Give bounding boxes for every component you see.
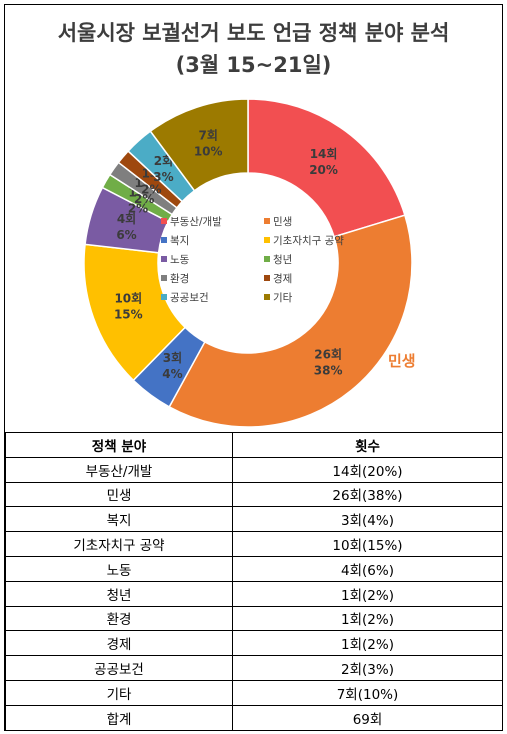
cell-policy-area: 노동 xyxy=(5,555,233,582)
cell-policy-area: 환경 xyxy=(5,605,233,632)
donut-chart: 14회20%26회38%3회4%10회15%4회6%1회2%1회2%1회2%2회… xyxy=(83,98,416,428)
legend-swatch xyxy=(264,256,270,262)
chart-title: 서울시장 보궐선거 보도 언급 정책 분야 분석 xyxy=(57,21,450,45)
slice-count-label: 3회 xyxy=(163,350,182,365)
table-row: 합계 69회 xyxy=(5,704,503,731)
policy-table: 정책 분야 횟수 부동산/개발 14회(20%) 민생 26회(38%) 복지 3회(4%… xyxy=(5,432,503,731)
table-row: 복지 3회(4%) xyxy=(5,506,503,533)
slice-9 xyxy=(149,98,249,192)
legend-entry: 공공보건 xyxy=(170,292,209,304)
legend-entry: 복지 xyxy=(170,235,189,247)
cell-count: 1회(2%) xyxy=(232,580,503,607)
cell-policy-area: 청년 xyxy=(5,580,233,607)
slice-pct-label: 38% xyxy=(314,364,343,378)
slice-pct-label: 2% xyxy=(128,202,148,216)
cell-policy-area: 경제 xyxy=(5,630,233,657)
slice-count-label: 4회 xyxy=(117,211,136,226)
slice-pct-label: 20% xyxy=(309,163,338,177)
slice-count-label: 7회 xyxy=(199,127,218,142)
table-row: 경제 1회(2%) xyxy=(5,630,503,657)
slice-pct-label: 15% xyxy=(114,308,143,322)
cell-policy-area: 공공보건 xyxy=(5,655,233,681)
slice-pct-label: 4% xyxy=(162,367,182,381)
table-row: 부동산/개발 14회(20%) xyxy=(5,456,503,483)
legend-swatch xyxy=(161,294,167,300)
slice-count-label: 10회 xyxy=(114,291,142,306)
table-row: 공공보건 2회(3%) xyxy=(5,655,503,681)
legend-swatch xyxy=(264,275,270,281)
legend-entry: 청년 xyxy=(273,254,292,266)
slice-pct-label: 2% xyxy=(134,192,154,206)
slice-count-label: 26회 xyxy=(314,347,342,362)
cell-count: 3회(4%) xyxy=(232,506,503,533)
cell-policy-area: 민생 xyxy=(5,481,233,508)
cell-policy-area: 부동산/개발 xyxy=(5,456,233,483)
slice-count-label: 14회 xyxy=(310,146,338,161)
legend-entry: 노동 xyxy=(170,254,190,266)
table-row: 환경 1회(2%) xyxy=(5,605,503,632)
table-row: 기초자치구 공약 10회(15%) xyxy=(5,531,503,557)
cell-count: 1회(2%) xyxy=(232,605,503,632)
legend-entry: 부동산/개발 xyxy=(170,216,222,228)
cell-count: 26회(38%) xyxy=(232,481,503,508)
table-header-row: 정책 분야 횟수 xyxy=(5,432,503,458)
chart-subtitle: (3월 15~21일) xyxy=(175,53,332,77)
legend-entry: 기타 xyxy=(273,292,293,304)
legend-entry: 기초자치구 공약 xyxy=(273,235,344,247)
slice-pct-label: 6% xyxy=(116,228,136,242)
header-policy-area: 정책 분야 xyxy=(5,432,233,458)
legend-swatch xyxy=(161,218,167,224)
cell-count: 1회(2%) xyxy=(232,630,503,657)
slice-0 xyxy=(247,98,406,238)
table-row: 기타 7회(10%) xyxy=(5,679,503,706)
cell-count: 14회(20%) xyxy=(232,456,503,483)
table-row: 노동 4회(6%) xyxy=(5,555,503,582)
legend-swatch xyxy=(264,237,270,243)
slice-count-label: 2회 xyxy=(154,153,173,168)
slice-1 xyxy=(168,214,413,428)
cell-count: 10회(15%) xyxy=(232,531,503,557)
legend-entry: 환경 xyxy=(170,272,189,285)
legend-entry: 민생 xyxy=(273,216,292,228)
legend-swatch xyxy=(264,294,270,300)
cell-count: 69회 xyxy=(232,704,503,731)
cell-count: 2회(3%) xyxy=(232,655,503,681)
callout-label: 민생 xyxy=(388,352,416,370)
figure-frame: 서울시장 보궐선거 보도 언급 정책 분야 분석 (3월 15~21일) 14회… xyxy=(4,4,503,731)
donut-chart-area: 서울시장 보궐선거 보도 언급 정책 분야 분석 (3월 15~21일) 14회… xyxy=(5,5,502,432)
slice-pct-label: 2% xyxy=(141,183,161,197)
table-row: 청년 1회(2%) xyxy=(5,580,503,607)
table-row: 민생 26회(38%) xyxy=(5,481,503,508)
cell-policy-area: 기타 xyxy=(5,679,233,706)
legend-entry: 경제 xyxy=(273,272,292,285)
legend-swatch xyxy=(264,218,270,224)
slice-pct-label: 3% xyxy=(153,170,173,184)
cell-policy-area: 복지 xyxy=(5,506,233,533)
legend-swatch xyxy=(161,237,167,243)
legend-swatch xyxy=(161,256,167,262)
legend-swatch xyxy=(161,275,167,281)
header-count: 횟수 xyxy=(232,432,503,458)
cell-count: 7회(10%) xyxy=(232,679,503,706)
cell-count: 4회(6%) xyxy=(232,555,503,582)
slice-pct-label: 10% xyxy=(194,144,223,158)
cell-policy-area: 합계 xyxy=(5,704,233,731)
cell-policy-area: 기초자치구 공약 xyxy=(5,531,233,557)
